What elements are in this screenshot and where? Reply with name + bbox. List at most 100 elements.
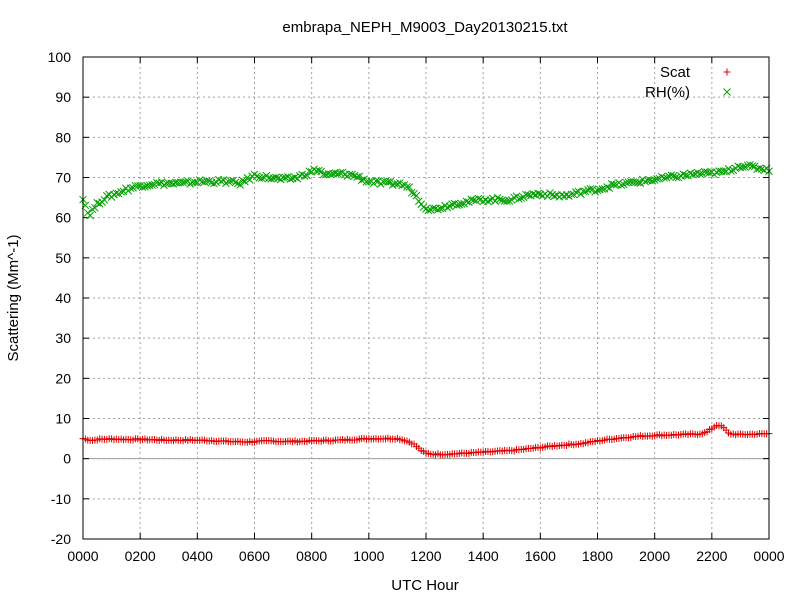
y-tick-label: 20 <box>55 370 71 386</box>
data-point <box>126 184 135 193</box>
data-point <box>291 173 299 182</box>
data-point <box>233 179 242 188</box>
data-point <box>141 182 149 191</box>
plot-border <box>82 56 770 540</box>
data-point <box>336 169 345 177</box>
legend-symbol <box>723 88 731 96</box>
data-point <box>579 187 588 196</box>
data-point <box>355 172 364 181</box>
y-tick-label: -20 <box>51 531 71 547</box>
y-tick-label: 50 <box>55 250 71 266</box>
data-point <box>603 183 611 191</box>
data-point <box>719 167 728 176</box>
x-tick-label: 0400 <box>182 548 213 564</box>
data-point <box>657 172 666 181</box>
legend-marker-scat <box>723 68 731 76</box>
data-point <box>405 183 414 191</box>
y-tick-label: 30 <box>55 330 71 346</box>
data-point <box>181 177 190 186</box>
data-point <box>357 176 366 185</box>
data-point <box>505 197 514 205</box>
data-point <box>422 204 430 213</box>
data-point <box>700 167 709 176</box>
data-point <box>226 177 235 185</box>
x-tick-label: 1600 <box>525 548 556 564</box>
data-point <box>231 178 240 187</box>
data-point <box>88 205 97 214</box>
data-point <box>660 173 669 182</box>
data-point <box>667 171 676 180</box>
data-point <box>345 170 354 179</box>
data-point <box>303 171 311 180</box>
y-axis-label: Scattering (Mm^-1) <box>5 234 22 361</box>
data-point <box>693 168 702 177</box>
data-point <box>429 204 437 213</box>
data-point <box>436 204 445 213</box>
data-point <box>133 181 142 190</box>
series-rh <box>79 160 773 220</box>
x-tick-label: 1000 <box>353 548 384 564</box>
data-point <box>679 170 688 178</box>
data-point <box>738 163 747 171</box>
data-point <box>712 168 721 177</box>
data-point <box>112 189 121 198</box>
data-point <box>364 177 373 186</box>
data-point <box>605 184 614 193</box>
data-point <box>515 195 523 203</box>
data-point <box>453 201 461 210</box>
data-point <box>550 192 559 200</box>
legend-label-scat: Scat <box>660 64 691 81</box>
data-point <box>681 171 690 180</box>
data-point <box>281 173 290 182</box>
data-point <box>157 178 166 186</box>
legend-label-rh: RH(%) <box>645 84 690 101</box>
data-point <box>117 187 125 196</box>
data-point <box>734 162 742 171</box>
data-point <box>102 191 111 200</box>
x-tick-label: 0600 <box>239 548 270 564</box>
data-point <box>641 177 649 186</box>
data-point <box>622 178 630 187</box>
data-point <box>155 179 164 188</box>
y-tick-label: 80 <box>55 129 71 145</box>
data-point <box>607 180 616 188</box>
data-point <box>298 170 306 179</box>
x-tick-label: 2000 <box>639 548 670 564</box>
data-point <box>219 176 228 184</box>
data-point <box>591 188 599 196</box>
data-point <box>86 211 94 220</box>
data-point <box>462 197 471 206</box>
data-point <box>434 205 442 214</box>
data-point <box>136 182 145 190</box>
data-point <box>705 168 714 177</box>
data-point <box>241 177 249 186</box>
data-point <box>467 195 476 204</box>
data-point <box>498 196 507 205</box>
data-point <box>636 179 645 187</box>
data-point <box>403 183 411 191</box>
y-tick-label: 90 <box>55 89 71 105</box>
data-point <box>443 203 452 212</box>
data-point <box>669 172 678 180</box>
x-tick-labels: 0000 0200 0400 0600 0800 1000 1200 1400 1600 1800… <box>67 548 784 564</box>
data-point <box>586 185 595 193</box>
data-point <box>755 164 764 173</box>
data-point <box>203 177 211 185</box>
data-point <box>672 173 680 182</box>
data-point <box>662 173 671 182</box>
y-tick-label: 40 <box>55 290 71 306</box>
data-point <box>593 186 602 195</box>
data-point <box>610 180 619 189</box>
data-point <box>631 178 640 187</box>
data-point <box>474 194 483 203</box>
data-point <box>534 189 542 198</box>
data-point <box>407 188 416 197</box>
data-point <box>686 169 695 177</box>
data-point <box>455 200 464 209</box>
data-point <box>653 175 661 183</box>
y-tick-labels: -20 -10 0 10 20 30 40 50 60 70 80 90 100 <box>48 49 72 547</box>
data-point <box>469 196 478 204</box>
data-point <box>305 167 314 176</box>
data-point <box>650 176 659 184</box>
